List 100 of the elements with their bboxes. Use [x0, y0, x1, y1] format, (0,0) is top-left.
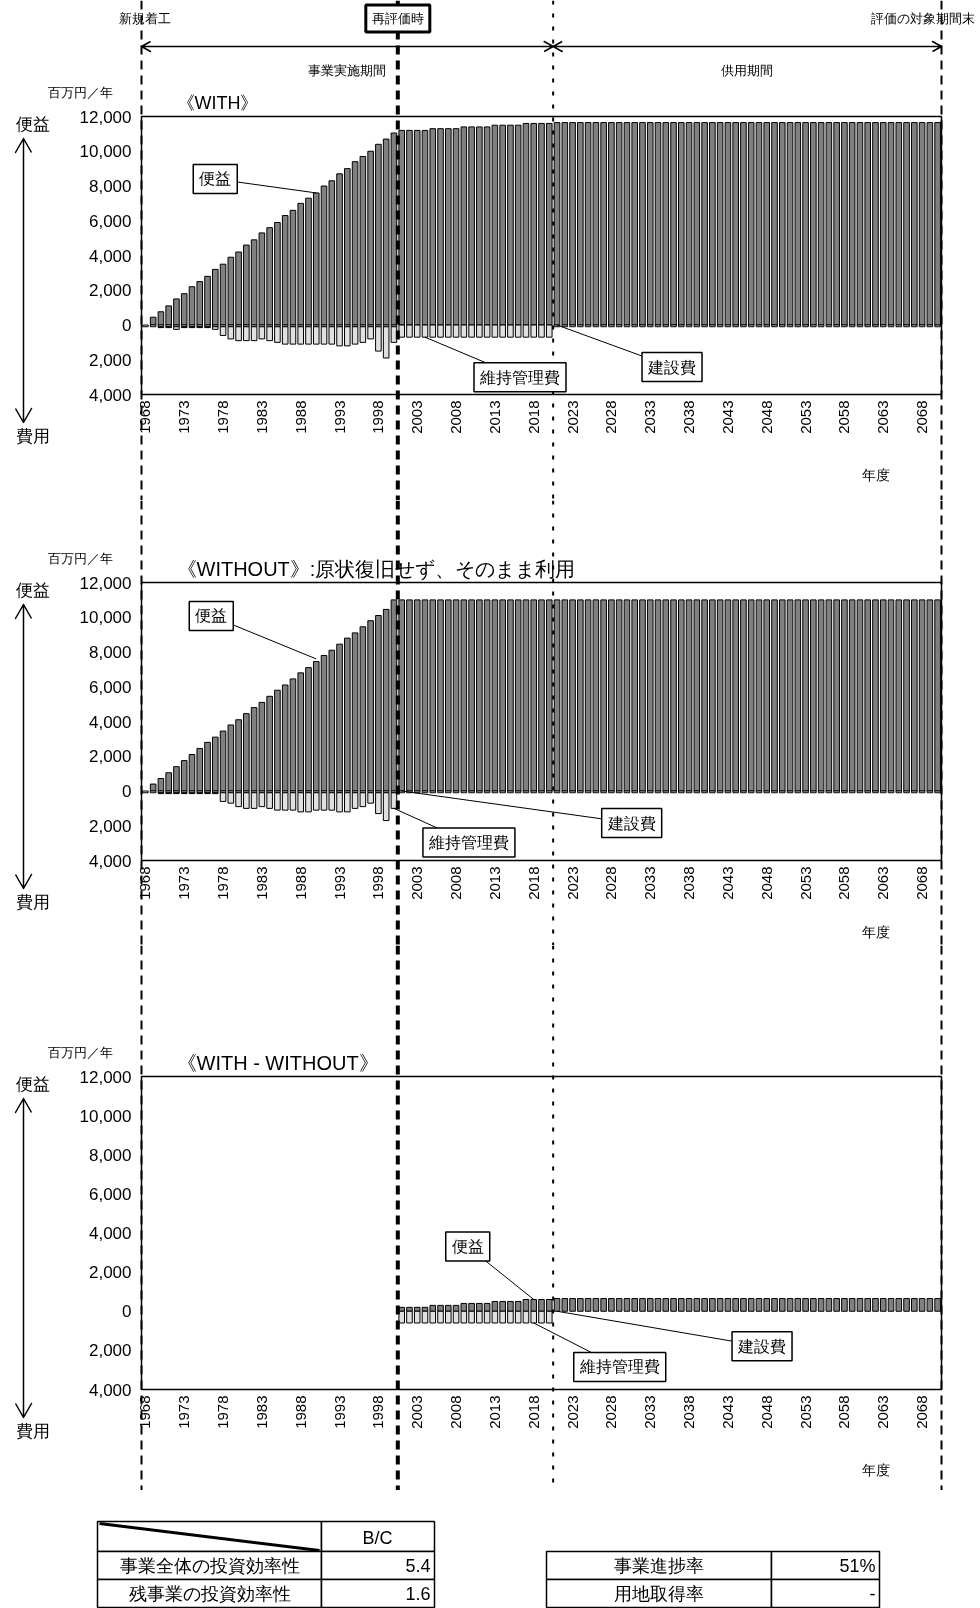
x-tick-label: 2053	[796, 1395, 814, 1429]
x-tick-label: 1973	[175, 1395, 193, 1429]
text: 51%	[839, 1555, 876, 1576]
y-tick-label: 12,000	[79, 107, 132, 127]
x-tick-label: 1988	[291, 866, 309, 900]
y-axis-title: 百万円／年	[48, 85, 113, 100]
text: 費用	[15, 1422, 50, 1441]
x-tick-label: 2033	[641, 866, 659, 900]
annotation: 建設費	[737, 1337, 787, 1355]
x-tick-label: 2023	[563, 866, 581, 900]
text: 事業実施期間	[308, 63, 387, 78]
x-tick-label: 2013	[485, 1395, 503, 1429]
x-tick-label: 2068	[913, 1395, 931, 1429]
x-tick-label: 2043	[718, 1395, 736, 1429]
text: 供用期間	[721, 63, 774, 78]
y-tick-label: 10,000	[79, 1106, 132, 1126]
x-tick-label: 1978	[214, 866, 232, 900]
text: 事業進捗率	[613, 1555, 704, 1576]
x-tick-label: 2018	[524, 1395, 542, 1429]
y-tick-label: 10,000	[79, 142, 132, 162]
text: 便益	[15, 1075, 50, 1094]
x-tick-label: 2003	[408, 400, 426, 434]
x-tick-label: 2053	[796, 866, 814, 900]
x-tick-label: 1998	[369, 1395, 387, 1429]
text: 残事業の投資効率性	[128, 1583, 291, 1604]
x-tick-label: 2063	[874, 1395, 892, 1429]
x-tick-label: 1973	[175, 866, 193, 900]
x-tick-label: 2018	[524, 866, 542, 900]
y-tick-label: 2,000	[88, 747, 132, 767]
y-tick-label: 4,000	[88, 1224, 132, 1243]
x-tick-label: 2028	[602, 400, 620, 434]
ref-line-label: 再評価時	[371, 11, 424, 26]
x-tick-label: 1988	[291, 1395, 309, 1429]
y-tick-label: 2,000	[88, 350, 132, 370]
text: 事業全体の投資効率性	[119, 1555, 300, 1576]
text: 便益	[15, 581, 50, 600]
x-tick-label: 2038	[680, 866, 698, 900]
y-tick-label: 2,000	[88, 816, 132, 836]
annotation: 建設費	[606, 814, 656, 832]
x-tick-label: 1988	[291, 400, 309, 434]
x-tick-label: 2048	[757, 400, 775, 434]
y-axis-title: 百万円／年	[48, 551, 113, 566]
x-tick-label: 1973	[175, 400, 193, 434]
x-axis-title: 年度	[861, 923, 890, 940]
x-axis-title: 年度	[861, 466, 890, 483]
text: -	[869, 1584, 876, 1604]
annotation: 便益	[199, 170, 232, 188]
text: 5.4	[405, 1556, 431, 1576]
x-tick-label: 2038	[680, 400, 698, 434]
y-tick-label: 4,000	[88, 851, 132, 871]
x-tick-label: 2023	[563, 1395, 581, 1429]
x-tick-label: 1983	[252, 400, 270, 434]
chart-title: 《WITH - WITHOUT》	[176, 1051, 379, 1074]
x-tick-label: 2058	[835, 400, 853, 434]
chart-title: 《WITH》	[176, 92, 259, 113]
y-tick-label: 0	[122, 1302, 132, 1322]
y-tick-label: 0	[122, 782, 132, 801]
x-tick-label: 2028	[602, 1395, 620, 1429]
y-tick-label: 6,000	[88, 1184, 132, 1204]
x-tick-label: 2048	[757, 866, 775, 900]
x-tick-label: 1983	[252, 1395, 270, 1429]
annotation: 維持管理費	[578, 1358, 660, 1376]
x-tick-label: 2033	[641, 400, 659, 434]
y-tick-label: 8,000	[88, 643, 132, 662]
x-tick-label: 1983	[252, 866, 270, 900]
y-tick-label: 12,000	[79, 1067, 132, 1087]
x-tick-label: 1998	[369, 400, 387, 434]
y-axis-title: 百万円／年	[48, 1045, 113, 1060]
x-tick-label: 1993	[330, 1395, 348, 1429]
x-tick-label: 2013	[485, 400, 503, 434]
x-tick-label: 2028	[602, 866, 620, 900]
y-tick-label: 2,000	[88, 1263, 132, 1283]
x-tick-label: 1993	[330, 400, 348, 434]
y-tick-label: 6,000	[88, 677, 132, 697]
x-tick-label: 2068	[913, 400, 931, 434]
annotation: 便益	[451, 1238, 484, 1256]
x-tick-label: 2003	[408, 866, 426, 900]
annotation: 建設費	[647, 358, 697, 376]
y-tick-label: 4,000	[88, 712, 132, 732]
y-tick-label: 4,000	[88, 246, 132, 266]
x-tick-label: 2043	[718, 400, 736, 434]
x-tick-label: 2053	[796, 400, 814, 434]
annotation: 維持管理費	[479, 368, 560, 386]
x-axis-title: 年度	[861, 1461, 890, 1478]
x-tick-label: 2068	[913, 866, 931, 900]
y-tick-label: 2,000	[88, 1341, 132, 1361]
text: 費用	[15, 893, 50, 912]
x-tick-label: 2008	[447, 1395, 465, 1429]
x-tick-label: 1978	[214, 1395, 232, 1429]
x-tick-label: 2003	[408, 1395, 426, 1429]
text: 便益	[15, 115, 50, 134]
x-tick-label: 1978	[214, 400, 232, 434]
x-tick-label: 2018	[524, 400, 542, 434]
x-tick-label: 1998	[369, 866, 387, 900]
x-tick-label: 2033	[641, 1395, 659, 1429]
x-tick-label: 1968	[136, 400, 154, 434]
y-tick-label: 12,000	[79, 573, 132, 593]
x-tick-label: 2038	[680, 1395, 698, 1429]
y-tick-label: 4,000	[88, 385, 132, 405]
x-tick-label: 2023	[563, 400, 581, 434]
